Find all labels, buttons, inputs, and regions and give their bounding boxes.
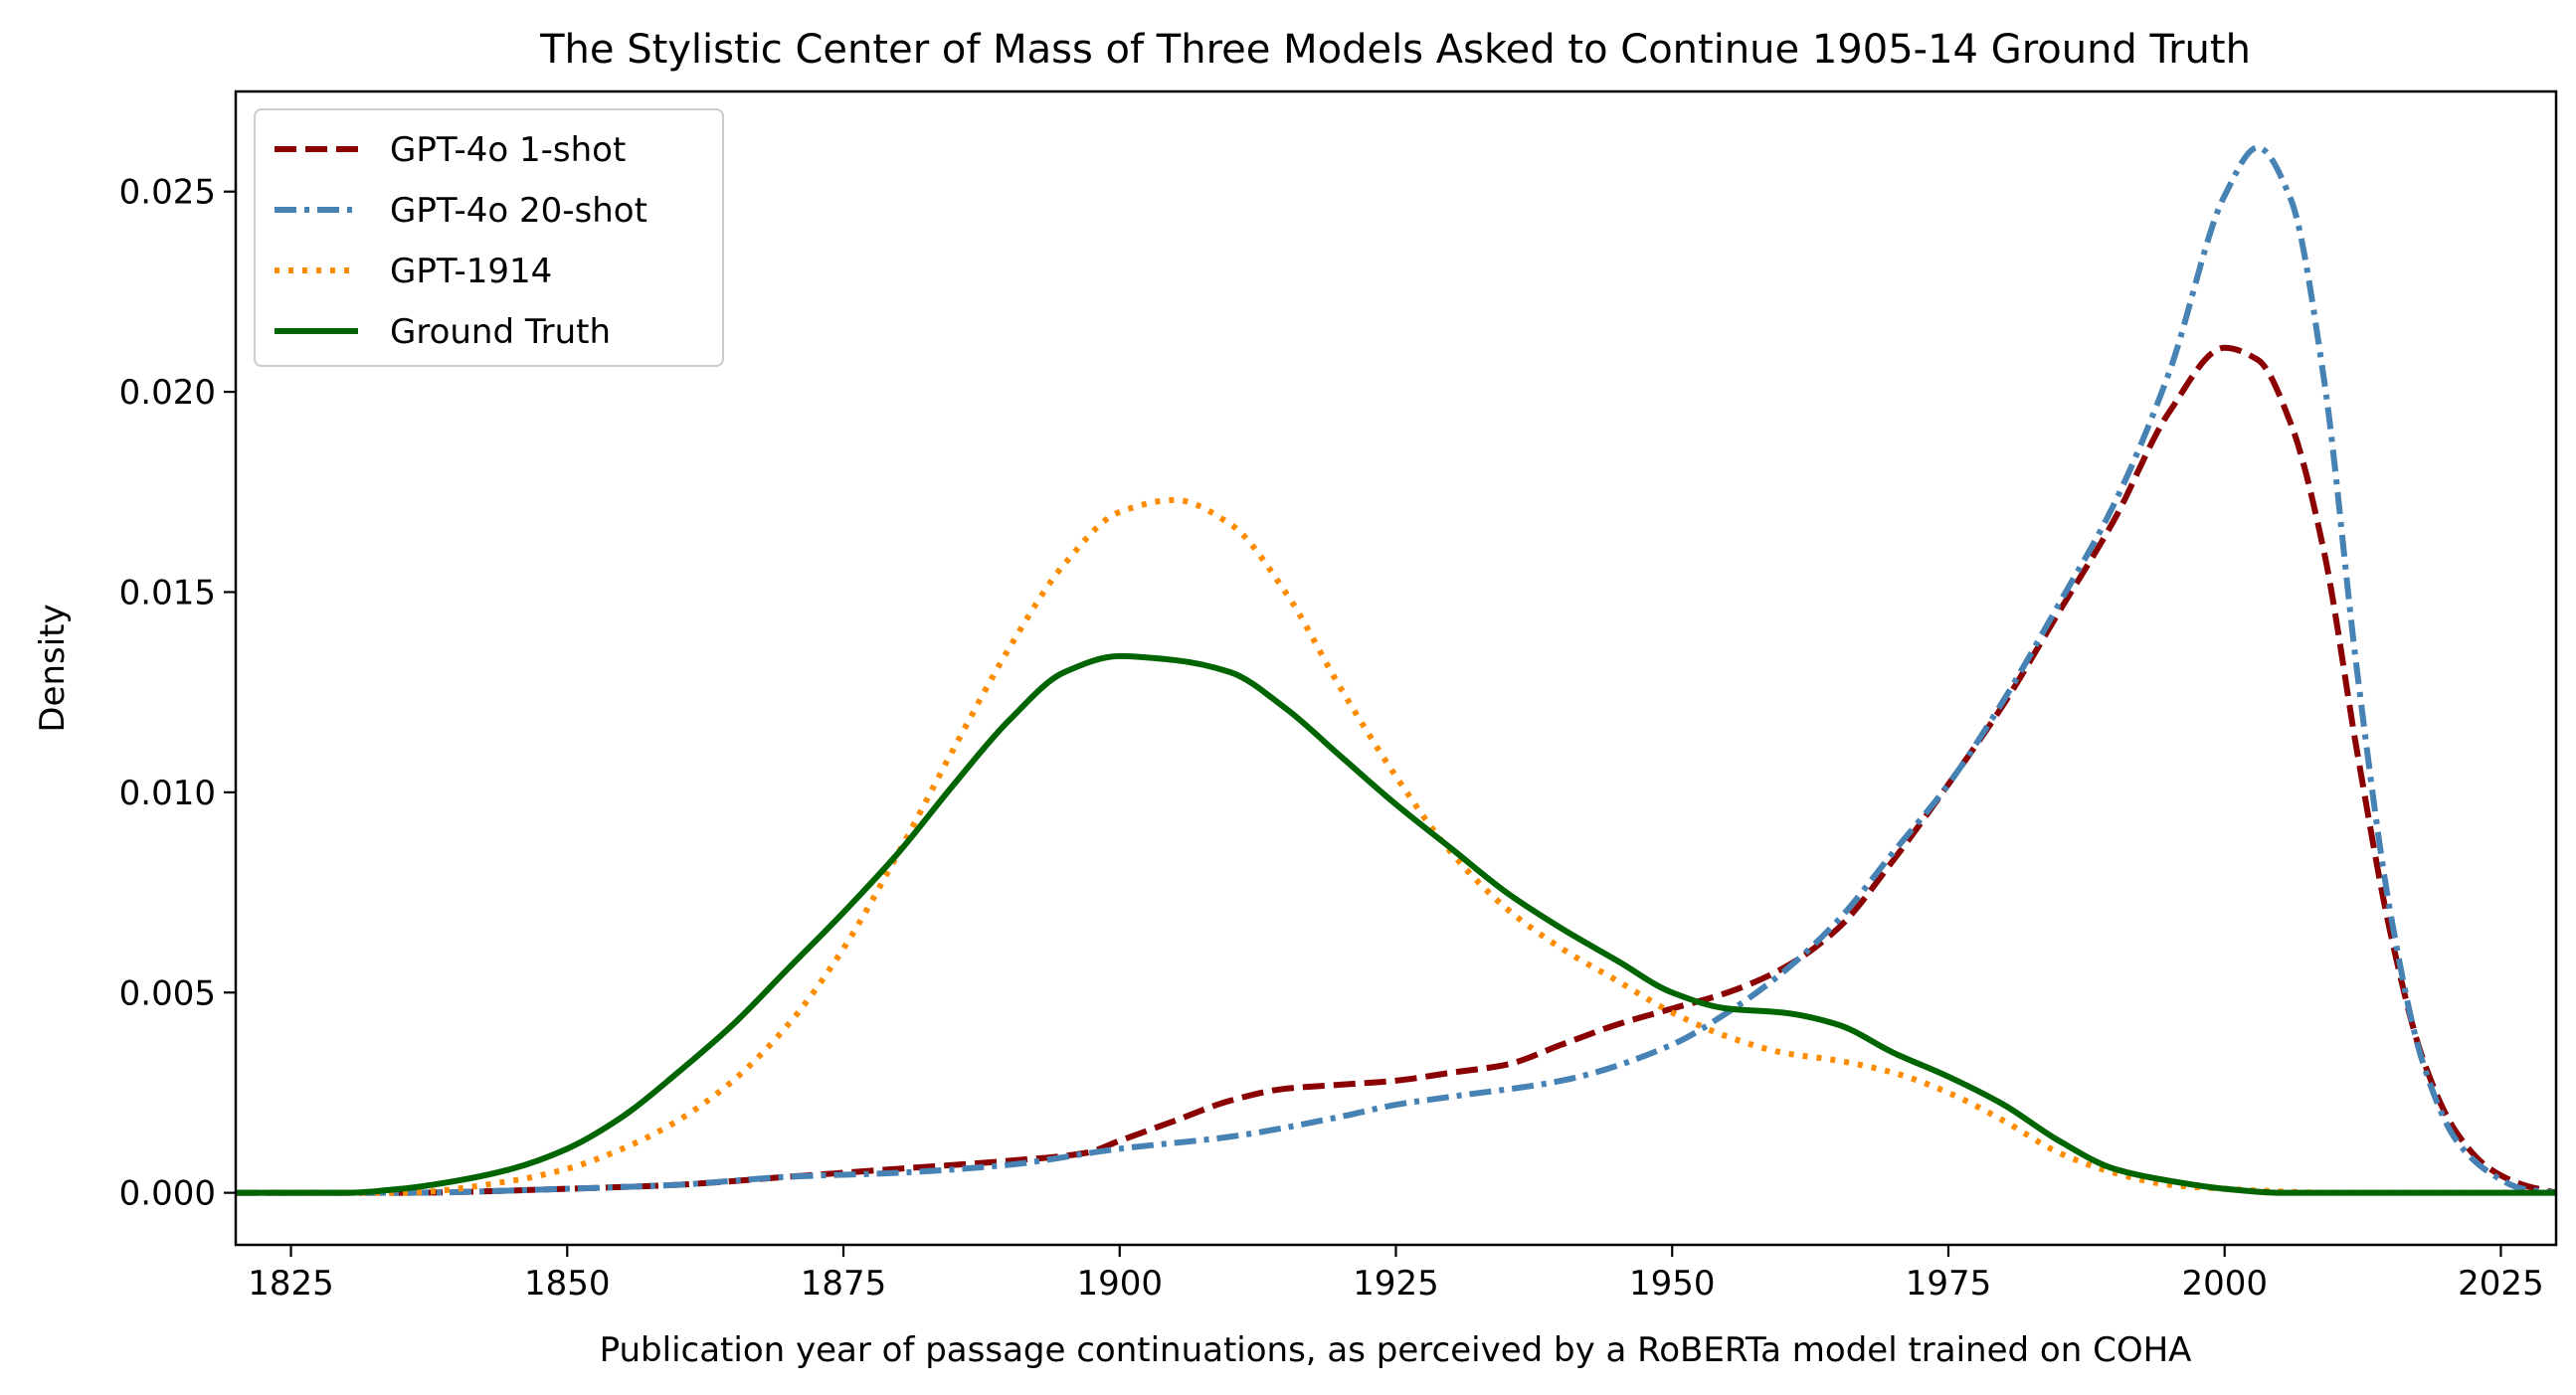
x-tick-label: 1900: [1076, 1264, 1163, 1304]
x-tick-label: 1950: [1629, 1264, 1716, 1304]
x-axis-label: Publication year of passage continuation…: [600, 1330, 2192, 1370]
series-line-gpt-1914: [236, 496, 2556, 1196]
x-tick-label: 1975: [1906, 1264, 1992, 1304]
y-tick-label: 0.000: [119, 1174, 216, 1214]
y-tick-label: 0.015: [119, 573, 216, 612]
x-tick-label: 1875: [801, 1264, 887, 1304]
x-tick-label: 1925: [1353, 1264, 1439, 1304]
x-tick-label: 2025: [2458, 1264, 2544, 1304]
legend-box: [254, 108, 724, 367]
series-line-ground-truth: [236, 652, 2556, 1196]
x-tick-label: 1825: [248, 1264, 334, 1304]
legend-label: Ground Truth: [390, 312, 611, 352]
legend: GPT-4o 1-shot GPT-4o 20-shot GPT-1914 Groun…: [254, 108, 724, 367]
series-layer: [236, 144, 2556, 1196]
y-tick-label: 0.010: [119, 774, 216, 813]
y-axis: 0.000 0.005 0.010 0.015 0.020 0.025: [119, 173, 236, 1214]
legend-label: GPT-4o 1-shot: [390, 130, 626, 170]
y-tick-label: 0.020: [119, 373, 216, 413]
x-axis: 1825 1850 1875 1900 1925 1950 1975 2000 2025: [248, 1245, 2544, 1304]
series-line-gpt-4o-1-shot: [236, 344, 2556, 1196]
chart-title: The Stylistic Center of Mass of Three Mo…: [539, 27, 2251, 73]
y-tick-label: 0.005: [119, 973, 216, 1013]
y-tick-label: 0.025: [119, 173, 216, 213]
legend-label: GPT-4o 20-shot: [390, 191, 647, 231]
legend-label: GPT-1914: [390, 252, 552, 291]
series-line-gpt-4o-20-shot: [236, 144, 2556, 1196]
x-tick-label: 1850: [524, 1264, 611, 1304]
x-tick-label: 2000: [2181, 1264, 2268, 1304]
y-axis-label: Density: [33, 604, 73, 732]
